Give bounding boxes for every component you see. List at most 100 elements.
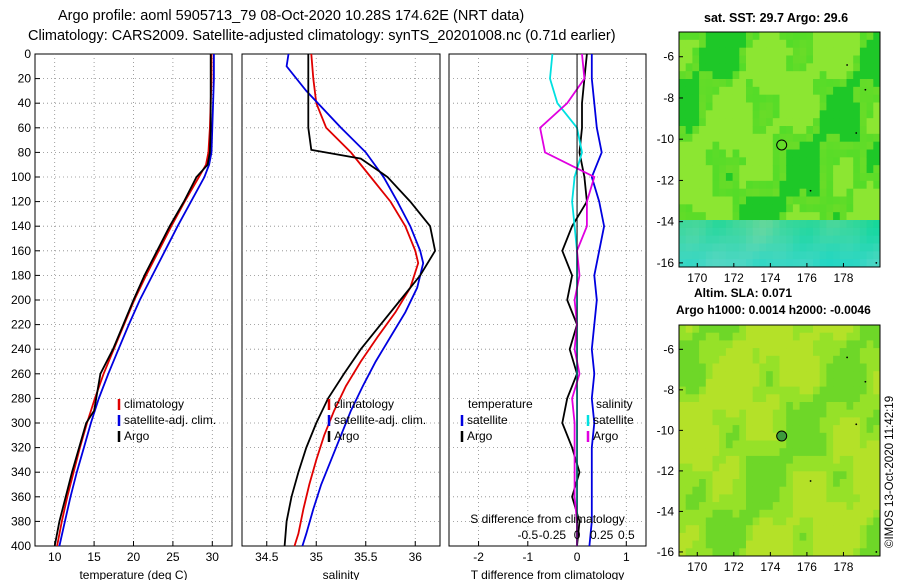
map-cell bbox=[685, 432, 693, 441]
map-cell bbox=[833, 540, 841, 549]
map-cell bbox=[746, 371, 754, 380]
map-cell bbox=[792, 47, 800, 56]
map-cell bbox=[786, 235, 794, 244]
map-cell bbox=[813, 196, 821, 205]
map-cell bbox=[799, 540, 807, 549]
map-cell bbox=[859, 259, 867, 268]
map-cell bbox=[705, 86, 713, 96]
map-cell bbox=[712, 32, 720, 41]
map-cell bbox=[839, 32, 847, 41]
map-cell bbox=[806, 39, 814, 49]
map-cell bbox=[792, 32, 800, 41]
map-cell bbox=[866, 55, 874, 64]
map-cell bbox=[746, 227, 754, 237]
map-cell bbox=[813, 220, 821, 229]
map-cell bbox=[732, 463, 740, 472]
map-cell bbox=[826, 532, 834, 541]
map-cell bbox=[679, 227, 687, 237]
map-cell bbox=[859, 386, 867, 395]
map-cell bbox=[732, 47, 740, 56]
map-cell bbox=[739, 235, 747, 244]
map-cell bbox=[705, 355, 713, 364]
map-cell bbox=[746, 235, 754, 244]
map-cell bbox=[779, 340, 787, 349]
map-cell bbox=[833, 417, 841, 426]
map-cell bbox=[799, 196, 807, 205]
map-cell bbox=[752, 363, 760, 372]
map-cell bbox=[779, 409, 787, 418]
map-cell bbox=[806, 332, 814, 341]
map-cell bbox=[833, 149, 841, 158]
map-cell bbox=[846, 455, 854, 464]
map-cell bbox=[873, 141, 881, 150]
map-cell bbox=[779, 355, 787, 364]
map-cell bbox=[786, 251, 794, 260]
map-cell bbox=[719, 180, 727, 190]
map-cell bbox=[792, 118, 800, 127]
map-cell bbox=[806, 540, 814, 549]
map-cell bbox=[752, 517, 760, 526]
map-cell bbox=[813, 173, 821, 182]
map-cell bbox=[766, 448, 774, 457]
map-cell bbox=[853, 479, 861, 488]
map-cell bbox=[833, 548, 841, 557]
map-cell bbox=[866, 455, 874, 464]
map-cell bbox=[685, 502, 693, 511]
map-cell bbox=[705, 378, 713, 387]
map-cell bbox=[859, 479, 867, 488]
map-cell bbox=[759, 425, 767, 434]
map-cell bbox=[739, 39, 747, 49]
map-cell bbox=[792, 425, 800, 434]
land-speck bbox=[855, 423, 858, 426]
legend-title: temperature bbox=[468, 397, 533, 411]
map-cell bbox=[806, 141, 814, 150]
map-cell bbox=[873, 55, 881, 64]
map-cell bbox=[839, 371, 847, 380]
map-cell bbox=[712, 394, 720, 403]
map-cell bbox=[712, 71, 720, 80]
map-cell bbox=[732, 79, 740, 88]
x2-tick-label: -0.25 bbox=[539, 528, 567, 542]
map-cell bbox=[719, 509, 727, 518]
map-cell bbox=[719, 165, 727, 174]
map-cell bbox=[799, 71, 807, 80]
y-tick-label: 160 bbox=[11, 244, 31, 258]
map-cell bbox=[846, 173, 854, 182]
map-cell bbox=[859, 220, 867, 229]
map-cell bbox=[712, 432, 720, 441]
map-cell bbox=[759, 259, 767, 268]
map-cell bbox=[766, 55, 774, 64]
map-cell bbox=[819, 486, 827, 495]
x-tick-label: 20 bbox=[127, 550, 141, 564]
map-cell bbox=[725, 212, 733, 221]
series-line bbox=[293, 53, 420, 547]
map-cell bbox=[859, 455, 867, 464]
map-cell bbox=[873, 32, 881, 41]
map-cell bbox=[873, 517, 881, 526]
map-cell bbox=[766, 94, 774, 103]
map-cell bbox=[839, 417, 847, 426]
map-cell bbox=[725, 220, 733, 229]
map-cell bbox=[692, 509, 700, 518]
map-cell bbox=[679, 188, 687, 197]
map-cell bbox=[759, 173, 767, 182]
map-cell bbox=[813, 486, 821, 495]
series-line bbox=[53, 54, 212, 547]
map-cell bbox=[853, 340, 861, 349]
map-cell bbox=[853, 71, 861, 80]
map-cell bbox=[732, 220, 740, 229]
map-cell bbox=[699, 432, 707, 441]
map-frame bbox=[678, 31, 881, 268]
map-cell bbox=[813, 86, 821, 96]
map-cell bbox=[725, 402, 733, 411]
map-cell bbox=[705, 157, 713, 166]
x-tick-label: 178 bbox=[833, 560, 853, 574]
map-cell bbox=[772, 440, 780, 449]
map-cell bbox=[833, 259, 841, 268]
map-cell bbox=[859, 463, 867, 472]
map-cell bbox=[833, 141, 841, 150]
map-cell bbox=[759, 133, 767, 143]
map-cell bbox=[759, 118, 767, 127]
map-cell bbox=[712, 235, 720, 244]
map-cell bbox=[839, 340, 847, 349]
